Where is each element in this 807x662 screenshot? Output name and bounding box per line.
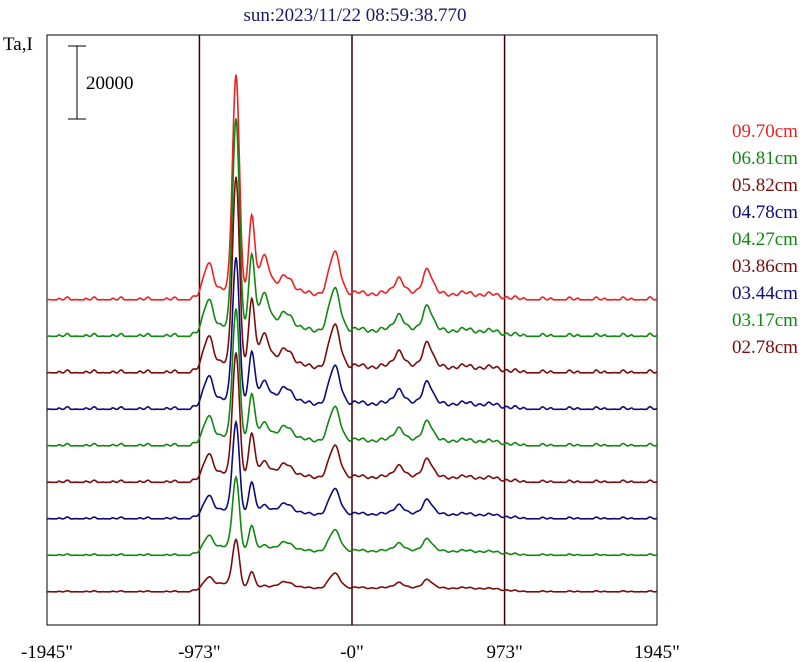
series-line-05.82cm [47,176,658,374]
scale-bar: 20000 [68,45,134,120]
legend-entry-5: 03.86cm [732,256,798,277]
legend: 09.70cm 06.81cm 05.82cm 04.78cm 04.27cm 03.86… [732,121,798,358]
x-tick-label-2: -0" [340,642,364,662]
legend-entry-8: 02.78cm [732,337,798,358]
x-tick-label-4: 1945" [634,642,680,662]
scale-bar-label: 20000 [86,73,134,94]
x-tick-label-1: -973" [178,642,221,662]
series-line-03.17cm [47,474,658,557]
series-lines [47,74,658,593]
legend-entry-1: 06.81cm [732,148,798,169]
legend-entry-4: 04.27cm [732,229,798,250]
series-line-04.78cm [47,257,658,411]
legend-entry-2: 05.82cm [732,175,798,196]
legend-entry-7: 03.17cm [732,310,798,331]
y-axis-label: Ta,I [3,34,33,55]
series-line-09.70cm [47,74,658,301]
series-line-04.27cm [47,308,658,447]
legend-entry-6: 03.44cm [732,283,798,304]
x-tick-label-3: 973" [486,642,522,662]
x-tick-labels: -1945" -973" -0" 973" 1945" [21,642,680,662]
series-line-03.44cm [47,419,658,520]
legend-entry-3: 04.78cm [732,202,798,223]
series-line-06.81cm [47,118,658,338]
series-line-02.78cm [47,538,658,593]
legend-entry-0: 09.70cm [732,121,798,142]
series-line-03.86cm [47,352,658,484]
chart-title: sun:2023/11/22 08:59:38.770 [243,5,466,26]
x-tick-label-0: -1945" [21,642,73,662]
